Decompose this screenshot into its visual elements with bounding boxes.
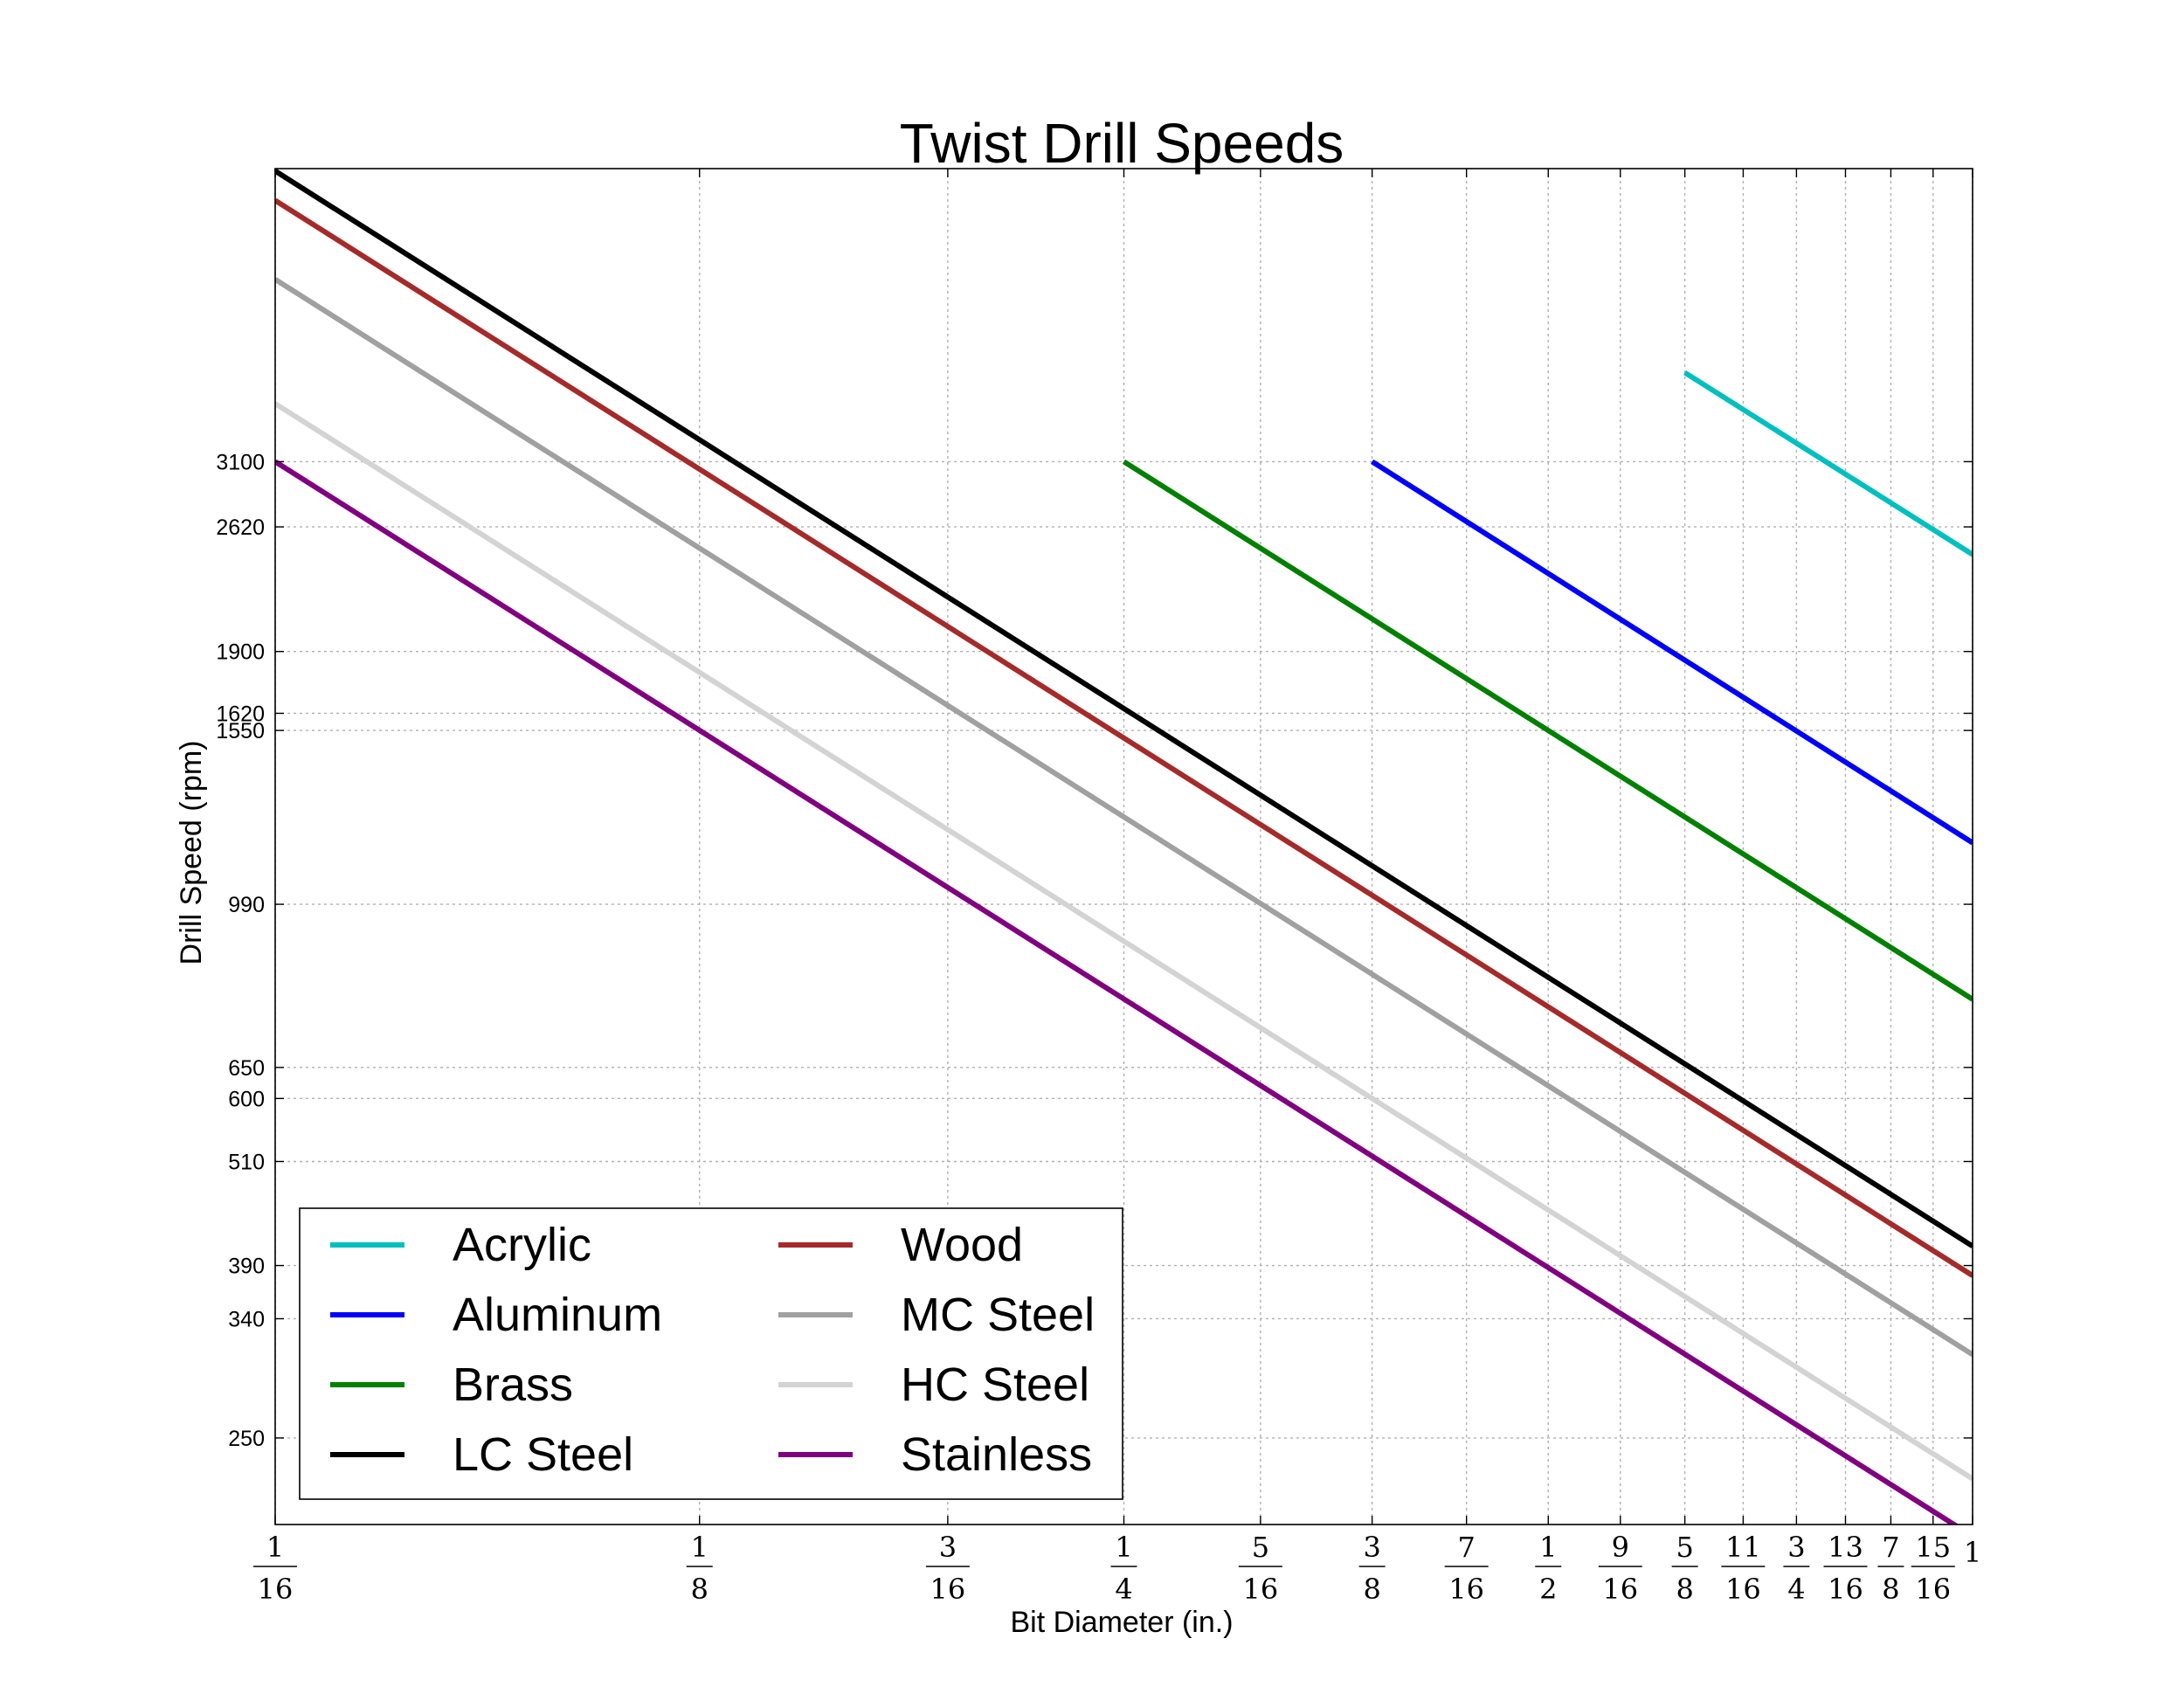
x-axis-ticks: 1 16 1 8 3 16 1 4 5 16 3 8 7 16 1 2 9 16 5 8 11 16 3 4 13 16 7 8 15 1…	[253, 169, 1981, 1606]
x-tick-numerator: 3	[1363, 1531, 1380, 1564]
y-tick-label: 3100	[216, 450, 265, 474]
x-tick-denominator: 8	[1363, 1573, 1380, 1606]
x-tick-numerator: 9	[1612, 1531, 1629, 1564]
series-line-lc-steel	[275, 169, 1973, 1248]
legend-entry-label: Stainless	[901, 1428, 1092, 1481]
legend-entry-label: Wood	[901, 1219, 1023, 1271]
x-tick-numerator: 11	[1725, 1531, 1761, 1564]
x-tick-denominator: 8	[1882, 1573, 1899, 1606]
x-tick-numerator: 1	[1115, 1531, 1132, 1564]
x-tick-denominator: 16	[258, 1573, 294, 1606]
y-axis-label: Drill Speed (rpm)	[175, 741, 208, 965]
series-line-wood	[275, 197, 1973, 1278]
x-tick-numerator: 5	[1676, 1531, 1693, 1564]
x-tick-label: 1	[1964, 1536, 1981, 1569]
y-tick-label: 600	[228, 1087, 265, 1111]
x-tick-denominator: 16	[1448, 1573, 1484, 1606]
x-tick-denominator: 16	[1602, 1573, 1638, 1606]
y-tick-label: 990	[228, 893, 265, 917]
x-tick-numerator: 5	[1252, 1531, 1269, 1564]
series-line-acrylic	[1683, 370, 1973, 557]
y-tick-label: 1900	[216, 640, 265, 665]
x-tick-numerator: 3	[939, 1531, 957, 1564]
legend-box	[299, 1207, 1123, 1500]
x-tick-denominator: 4	[1115, 1573, 1132, 1606]
x-tick-denominator: 8	[691, 1573, 708, 1606]
x-tick-numerator: 13	[1828, 1531, 1863, 1564]
x-tick-numerator: 15	[1915, 1531, 1951, 1564]
legend-entry-label: Acrylic	[453, 1219, 591, 1271]
x-tick-denominator: 8	[1676, 1573, 1693, 1606]
series-line-aluminum	[1370, 459, 1973, 846]
series-line-stainless	[275, 459, 1959, 1525]
x-tick-numerator: 1	[691, 1531, 708, 1564]
y-tick-label: 340	[228, 1307, 265, 1331]
x-tick-denominator: 16	[1915, 1573, 1951, 1606]
series-line-brass	[1122, 459, 1973, 1002]
y-tick-label: 510	[228, 1150, 265, 1174]
y-tick-label: 1550	[216, 719, 265, 743]
x-tick-denominator: 16	[930, 1573, 966, 1606]
legend-entry-label: LC Steel	[453, 1428, 633, 1481]
y-tick-label: 2620	[216, 515, 265, 540]
x-tick-numerator: 1	[1539, 1531, 1557, 1564]
x-tick-numerator: 7	[1882, 1531, 1899, 1564]
series-line-mc-steel	[275, 277, 1973, 1358]
x-tick-denominator: 16	[1828, 1573, 1863, 1606]
legend: Acrylic Aluminum Brass LC Steel Wood MC Steel…	[299, 1207, 1123, 1500]
legend-entry-label: Aluminum	[453, 1289, 662, 1341]
x-tick-numerator: 7	[1457, 1531, 1475, 1564]
y-tick-label: 390	[228, 1255, 265, 1279]
x-tick-denominator: 16	[1725, 1573, 1761, 1606]
x-tick-denominator: 4	[1787, 1573, 1805, 1606]
legend-entry-label: Brass	[453, 1359, 573, 1411]
x-tick-denominator: 16	[1243, 1573, 1279, 1606]
x-tick-denominator: 2	[1539, 1573, 1557, 1606]
chart-title: Twist Drill Speeds	[900, 112, 1344, 175]
series-lines	[275, 169, 1973, 1525]
y-tick-label: 650	[228, 1056, 265, 1081]
x-tick-numerator: 1	[266, 1531, 284, 1564]
legend-entry-label: MC Steel	[901, 1289, 1095, 1341]
series-line-hc-steel	[275, 401, 1973, 1482]
legend-entry-label: HC Steel	[901, 1359, 1089, 1411]
x-axis-label: Bit Diameter (in.)	[1010, 1606, 1233, 1639]
y-tick-label: 250	[228, 1427, 265, 1451]
x-tick-numerator: 3	[1787, 1531, 1805, 1564]
y-tick-label: 1620	[216, 702, 265, 726]
